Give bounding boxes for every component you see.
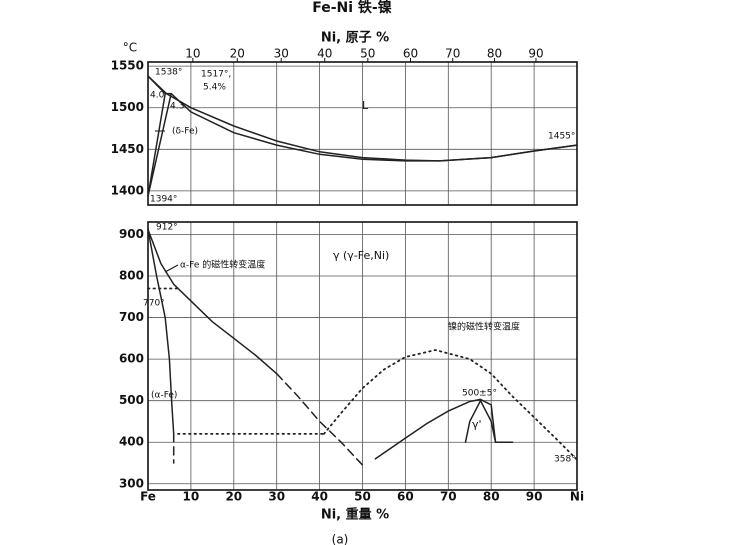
annotation: 500±5° (462, 389, 497, 399)
x-tick-label: Ni (570, 490, 584, 504)
x-tick-label: 80 (483, 490, 500, 504)
phase-line (275, 372, 364, 466)
annotation: γ (γ-Fe,Ni) (333, 249, 389, 262)
phase-line (147, 228, 175, 435)
caption: (a) (332, 533, 349, 545)
plot-frame (147, 61, 578, 206)
y-tick-label: 600 (119, 352, 144, 366)
phase-line (374, 398, 514, 460)
y-tick-label: 1400 (111, 183, 144, 197)
annotation: 1517°, (201, 70, 231, 80)
x-tick-label: 60 (397, 490, 414, 504)
y-axis-unit: °C (123, 41, 137, 55)
annotation: 4.3 (170, 102, 184, 112)
annotation: 770° (143, 299, 165, 309)
top-tick-label: 90 (528, 47, 543, 61)
phase-line (323, 349, 578, 461)
y-tick-label: 1500 (111, 100, 144, 114)
top-tick-label: 30 (274, 47, 289, 61)
annotation: γ' (472, 418, 482, 431)
annotation: (δ-Fe) (172, 127, 198, 137)
phase-line (147, 92, 166, 197)
phase-line (147, 228, 278, 375)
y-tick-label: 300 (119, 476, 144, 490)
top-tick-label: 50 (360, 47, 375, 61)
annotation: 1394° (150, 195, 177, 205)
y-tick-label: 1550 (111, 59, 144, 73)
bottom-axis-label: Ni, 重量 % (321, 507, 389, 523)
phase-line (464, 399, 497, 443)
top-tick-label: 20 (230, 47, 245, 61)
y-tick-label: 1450 (111, 142, 144, 156)
y-tick-label: 900 (119, 227, 144, 241)
top-tick-label: 70 (445, 47, 460, 61)
annotation: 5.4% (203, 83, 226, 93)
annotation: 1538° (155, 68, 182, 78)
x-tick-label: 70 (440, 490, 457, 504)
annotation: 4.0 (150, 91, 165, 101)
top-axis-label: Ni, 原子 % (321, 31, 389, 46)
annotation: 912° (156, 223, 178, 233)
y-tick-label: 800 (119, 269, 144, 283)
x-tick-label: 10 (183, 490, 200, 504)
top-tick-label: 10 (185, 47, 200, 61)
x-tick-label: 30 (268, 490, 285, 504)
y-tick-label: 400 (119, 435, 144, 449)
y-tick-label: 700 (119, 310, 144, 324)
annotation: 1455° (548, 132, 575, 142)
chart-title: Fe-Ni 铁-镍 (312, 0, 392, 16)
x-tick-label: 50 (354, 490, 371, 504)
x-tick-label: Fe (140, 490, 156, 504)
annotation: (α-Fe) (151, 391, 177, 401)
top-tick-label: 80 (487, 47, 502, 61)
annotation: L (362, 99, 369, 112)
y-tick-label: 500 (119, 393, 144, 407)
x-tick-label: 90 (526, 490, 543, 504)
phase-line (147, 92, 172, 197)
x-tick-label: 40 (311, 490, 328, 504)
annotation: 358° (554, 455, 576, 465)
x-tick-label: 20 (225, 490, 242, 504)
top-tick-label: 40 (317, 47, 332, 61)
pointer (164, 264, 179, 273)
annotation: 镍的磁性转变温度 (448, 321, 520, 333)
annotation: α-Fe 的磁性转变温度 (180, 259, 265, 271)
plot-frame (147, 221, 578, 491)
top-tick-label: 60 (403, 47, 418, 61)
